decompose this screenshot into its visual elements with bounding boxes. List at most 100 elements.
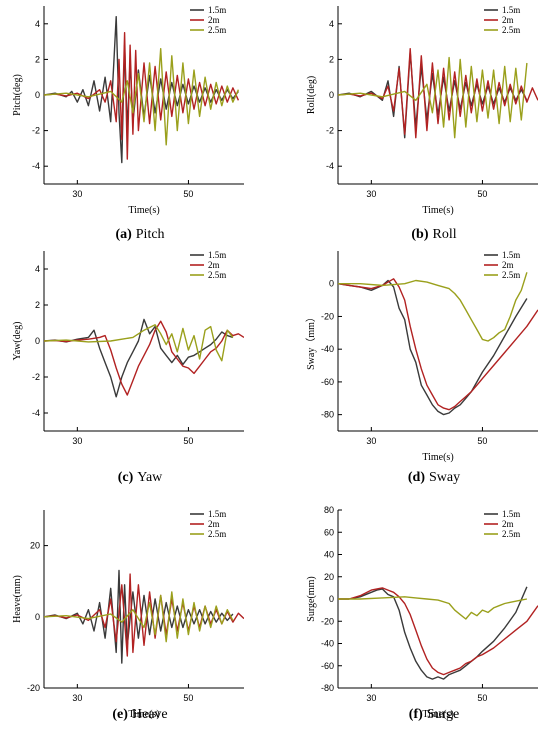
caption-name: Pitch bbox=[136, 227, 165, 242]
y-tick-label: 20 bbox=[30, 541, 40, 551]
x-axis-label: Time(s) bbox=[128, 205, 159, 216]
x-axis-label: Time(s) bbox=[422, 452, 453, 463]
caption-letter: (e) bbox=[112, 707, 128, 722]
y-tick-label: -60 bbox=[321, 661, 334, 671]
caption-name: Yaw bbox=[137, 470, 163, 485]
series-line-2m bbox=[338, 278, 538, 411]
x-tick-label: 30 bbox=[72, 693, 82, 703]
y-tick-label: 2 bbox=[35, 54, 40, 64]
series-line-2m bbox=[44, 32, 240, 160]
x-tick-label: 50 bbox=[477, 436, 487, 446]
x-tick-label: 50 bbox=[477, 693, 487, 703]
y-tick-label: 60 bbox=[324, 527, 334, 537]
y-tick-label: 0 bbox=[329, 90, 334, 100]
caption: (b) Roll bbox=[411, 227, 456, 242]
y-tick-label: -4 bbox=[32, 408, 40, 418]
y-tick-label: 2 bbox=[329, 54, 334, 64]
caption-letter: (b) bbox=[411, 227, 428, 242]
chart-f: -80 -60 -40 -20 0 20 40 60 80 30 50 Time(s) Surge(mm… bbox=[306, 505, 538, 722]
y-tick-label: 0 bbox=[35, 90, 40, 100]
y-tick-label: -4 bbox=[326, 161, 334, 171]
x-tick-label: 50 bbox=[183, 693, 193, 703]
y-tick-label: 4 bbox=[35, 264, 40, 274]
y-tick-label: -80 bbox=[321, 683, 334, 693]
y-tick-label: 80 bbox=[324, 505, 334, 515]
legend-label: 1.5m bbox=[208, 250, 226, 260]
legend-label: 1.5m bbox=[502, 250, 520, 260]
y-tick-label: -2 bbox=[326, 126, 334, 136]
caption-letter: (c) bbox=[118, 470, 134, 485]
y-axis-label: Surge(mm) bbox=[306, 576, 317, 621]
y-axis-label: Heave(mm) bbox=[12, 575, 23, 623]
y-tick-label: 0 bbox=[35, 612, 40, 622]
y-tick-label: 2 bbox=[35, 300, 40, 310]
caption: (a) Pitch bbox=[115, 227, 164, 242]
series-line-2.5m bbox=[44, 324, 234, 362]
x-tick-label: 30 bbox=[366, 693, 376, 703]
legend-label: 1.5m bbox=[502, 5, 520, 15]
y-tick-label: -60 bbox=[321, 377, 334, 387]
y-axis-label: Sway（mm） bbox=[305, 312, 317, 370]
series-line-2m bbox=[338, 587, 538, 676]
y-tick-label: -20 bbox=[27, 683, 40, 693]
caption: (c) Yaw bbox=[118, 470, 163, 485]
x-tick-label: 50 bbox=[183, 436, 193, 446]
legend-label: 2.5m bbox=[502, 270, 520, 280]
series-line-2.5m bbox=[338, 56, 528, 139]
legend-label: 2.5m bbox=[208, 25, 226, 35]
y-tick-label: 4 bbox=[35, 19, 40, 29]
chart-d: -80 -60 -40 -20 0 30 50 Time(s) Sway（mm） 1.5m2m2.… bbox=[305, 250, 538, 485]
x-axis-label: Time(s) bbox=[422, 205, 453, 216]
x-tick-label: 30 bbox=[366, 189, 376, 199]
legend-label: 2m bbox=[502, 519, 514, 529]
series-line-1.5m bbox=[44, 318, 234, 398]
legend-label: 2.5m bbox=[208, 270, 226, 280]
y-tick-label: -2 bbox=[32, 126, 40, 136]
legend-label: 1.5m bbox=[502, 509, 520, 519]
y-tick-label: 40 bbox=[324, 550, 334, 560]
legend-label: 2.5m bbox=[502, 529, 520, 539]
x-tick-label: 30 bbox=[366, 436, 376, 446]
series-line-2.5m bbox=[44, 591, 234, 643]
plot-area bbox=[338, 272, 538, 416]
y-tick-label: 0 bbox=[329, 594, 334, 604]
legend-label: 2.5m bbox=[208, 529, 226, 539]
y-axis-label: Yaw(deg) bbox=[12, 322, 23, 361]
y-tick-label: 20 bbox=[324, 572, 334, 582]
caption-name: Heave bbox=[132, 707, 168, 722]
legend-label: 1.5m bbox=[208, 509, 226, 519]
plot-area bbox=[44, 16, 240, 164]
x-tick-label: 50 bbox=[183, 189, 193, 199]
series-line-1.5m bbox=[338, 51, 528, 139]
plot-area bbox=[338, 586, 538, 680]
series-line-2.5m bbox=[44, 48, 240, 146]
x-axis-label: Time(s) bbox=[422, 709, 453, 720]
caption-name: Sway bbox=[429, 470, 460, 485]
y-tick-label: -40 bbox=[321, 639, 334, 649]
y-tick-label: -80 bbox=[321, 410, 334, 420]
legend-label: 2.5m bbox=[502, 25, 520, 35]
caption: (f) Surge bbox=[409, 707, 459, 722]
caption-letter: (f) bbox=[409, 707, 423, 722]
legend-label: 1.5m bbox=[208, 5, 226, 15]
x-axis-label: Time(s) bbox=[128, 709, 159, 720]
caption-name: Roll bbox=[433, 227, 457, 242]
legend-label: 2m bbox=[208, 15, 220, 25]
series-line-2.5m bbox=[338, 272, 528, 342]
series-line-1.5m bbox=[338, 586, 528, 680]
series-line-2m bbox=[44, 320, 244, 396]
legend-label: 2m bbox=[502, 15, 514, 25]
caption: (e) Heave bbox=[112, 707, 167, 722]
plot-area bbox=[44, 318, 244, 398]
y-tick-label: 4 bbox=[329, 19, 334, 29]
y-tick-label: -2 bbox=[32, 372, 40, 382]
series-line-2.5m bbox=[338, 596, 528, 620]
legend-label: 2m bbox=[208, 519, 220, 529]
y-axis-label: Roll(deg) bbox=[306, 76, 317, 114]
plot-area bbox=[44, 569, 244, 664]
caption: (d) Sway bbox=[408, 470, 460, 485]
